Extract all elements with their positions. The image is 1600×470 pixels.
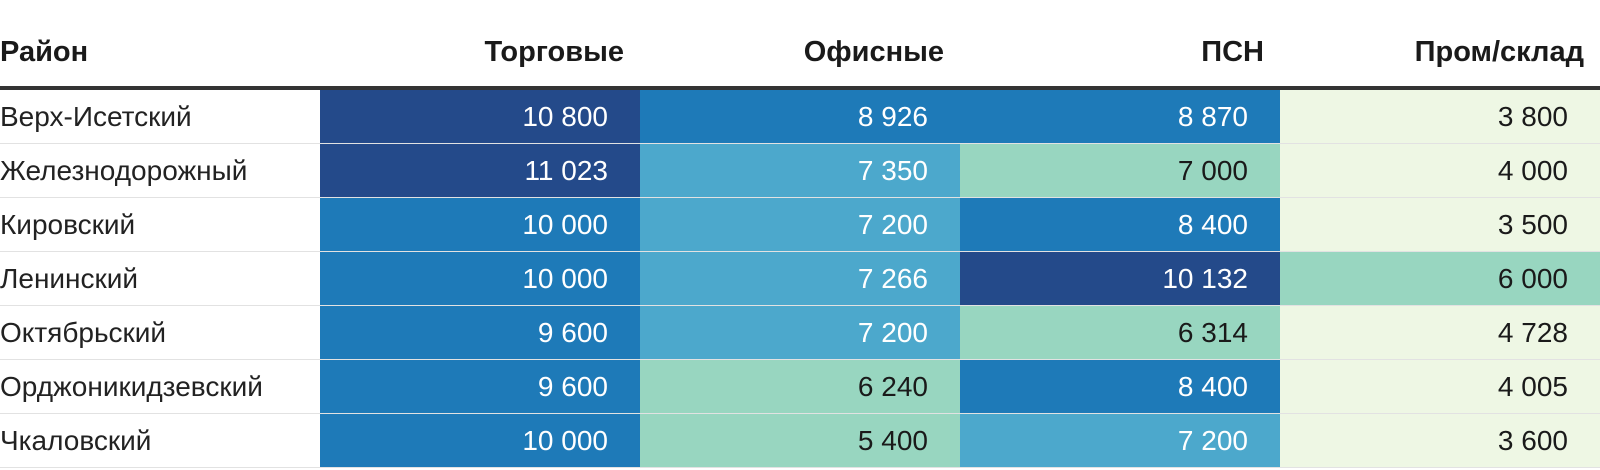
district-name: Ленинский — [0, 251, 320, 306]
heat-cell-industrial-warehouse: 4 005 — [1280, 359, 1600, 414]
heat-cell-psn: 10 132 — [960, 251, 1280, 306]
heat-cell-industrial-warehouse: 6 000 — [1280, 251, 1600, 306]
district-name: Чкаловский — [0, 413, 320, 468]
heat-cell-psn: 8 870 — [960, 88, 1280, 144]
heat-cell-retail: 11 023 — [320, 143, 640, 198]
heat-cell-industrial-warehouse: 3 500 — [1280, 197, 1600, 252]
heat-cell-psn: 6 314 — [960, 305, 1280, 360]
column-header-retail: Торговые — [320, 18, 640, 90]
column-header-psn: ПСН — [960, 18, 1280, 90]
heat-cell-psn: 7 200 — [960, 413, 1280, 468]
heat-cell-retail: 10 000 — [320, 251, 640, 306]
heat-cell-psn: 8 400 — [960, 359, 1280, 414]
district-name: Орджоникидзевский — [0, 359, 320, 414]
heat-cell-industrial-warehouse: 4 000 — [1280, 143, 1600, 198]
heat-cell-psn: 8 400 — [960, 197, 1280, 252]
table-header: Район Торговые Офисные ПСН Пром/склад — [0, 18, 1600, 90]
table-row: Ленинский 10 000 7 266 10 132 6 000 — [0, 251, 1600, 306]
table-row: Верх-Исетский 10 800 8 926 8 870 3 800 — [0, 88, 1600, 144]
heat-cell-office: 7 350 — [640, 143, 960, 198]
column-header-district: Район — [0, 18, 320, 90]
district-name: Октябрьский — [0, 305, 320, 360]
column-header-industrial-warehouse: Пром/склад — [1280, 18, 1600, 90]
heat-cell-psn: 7 000 — [960, 143, 1280, 198]
table-row: Октябрьский 9 600 7 200 6 314 4 728 — [0, 305, 1600, 360]
district-name: Кировский — [0, 197, 320, 252]
heat-cell-office: 5 400 — [640, 413, 960, 468]
column-header-office: Офисные — [640, 18, 960, 90]
table-row: Орджоникидзевский 9 600 6 240 8 400 4 005 — [0, 359, 1600, 414]
header-row: Район Торговые Офисные ПСН Пром/склад — [0, 18, 1600, 90]
heat-cell-industrial-warehouse: 3 800 — [1280, 88, 1600, 144]
heatmap-table: Район Торговые Офисные ПСН Пром/склад Ве… — [0, 18, 1600, 468]
table-row: Железнодорожный 11 023 7 350 7 000 4 000 — [0, 143, 1600, 198]
heat-cell-retail: 9 600 — [320, 359, 640, 414]
heat-cell-office: 8 926 — [640, 88, 960, 144]
heat-cell-retail: 9 600 — [320, 305, 640, 360]
heat-cell-industrial-warehouse: 3 600 — [1280, 413, 1600, 468]
heat-cell-office: 7 200 — [640, 197, 960, 252]
heat-cell-retail: 10 000 — [320, 413, 640, 468]
table-row: Чкаловский 10 000 5 400 7 200 3 600 — [0, 413, 1600, 468]
heat-cell-office: 6 240 — [640, 359, 960, 414]
table-body: Верх-Исетский 10 800 8 926 8 870 3 800 Железн… — [0, 88, 1600, 468]
heat-cell-retail: 10 000 — [320, 197, 640, 252]
district-name: Железнодорожный — [0, 143, 320, 198]
heat-cell-office: 7 266 — [640, 251, 960, 306]
heat-cell-retail: 10 800 — [320, 88, 640, 144]
table-row: Кировский 10 000 7 200 8 400 3 500 — [0, 197, 1600, 252]
heat-cell-industrial-warehouse: 4 728 — [1280, 305, 1600, 360]
heat-cell-office: 7 200 — [640, 305, 960, 360]
district-name: Верх-Исетский — [0, 88, 320, 144]
